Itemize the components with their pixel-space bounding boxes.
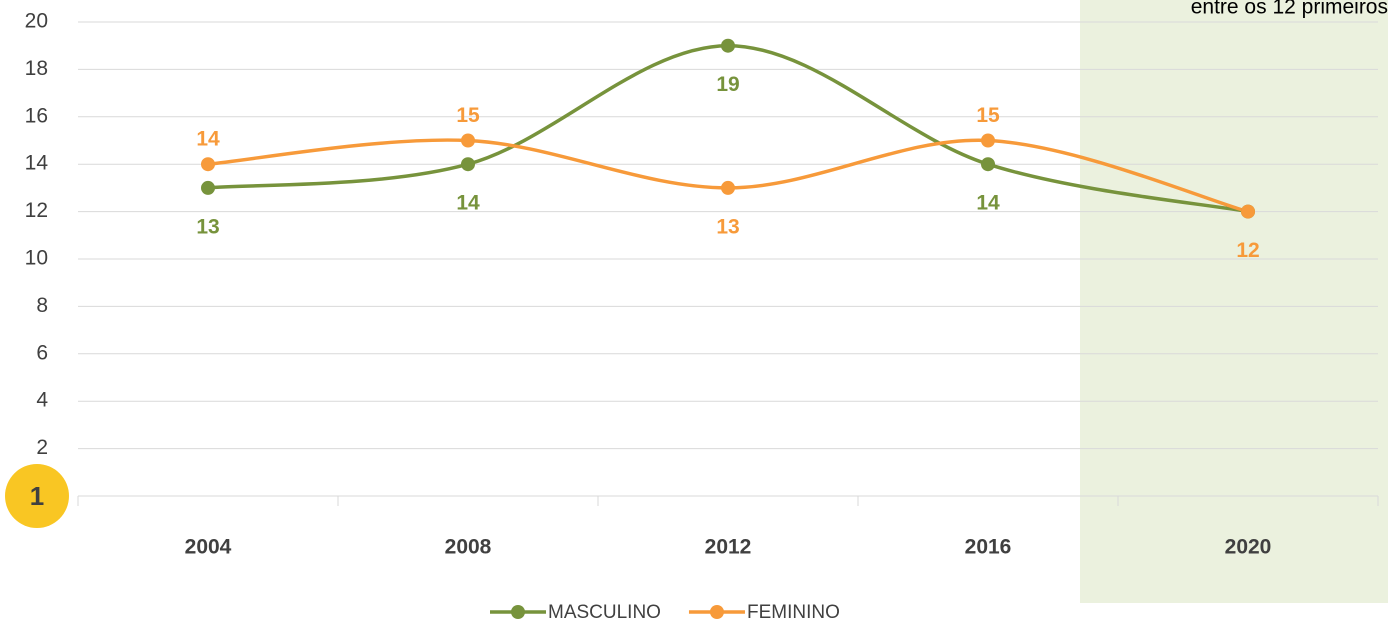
legend-marker — [511, 605, 525, 619]
y-tick-label: 6 — [36, 341, 48, 364]
point — [201, 180, 215, 195]
x-tick-label: 2020 — [1225, 536, 1272, 559]
y-tick-label: 10 — [25, 247, 48, 270]
x-tick-label: 2016 — [965, 536, 1012, 559]
data-label: 13 — [716, 215, 739, 238]
badge-label: 1 — [30, 481, 44, 511]
y-tick-label: 4 — [36, 389, 48, 412]
point — [1241, 204, 1255, 219]
x-tick-label: 2008 — [445, 536, 492, 559]
point — [201, 157, 215, 172]
y-tick-label: 12 — [25, 199, 48, 222]
data-label: 14 — [456, 192, 480, 215]
legend-label: FEMININO — [747, 602, 840, 623]
x-tick-label: 2004 — [185, 536, 232, 559]
y-tick-label: 16 — [25, 104, 48, 127]
data-label: 14 — [976, 192, 1000, 215]
data-label: 12 — [1236, 239, 1259, 262]
data-label: 13 — [196, 215, 219, 238]
point — [721, 38, 735, 53]
y-tick-label: 8 — [36, 294, 48, 317]
annotation: entre os 12 primeiros — [1191, 0, 1388, 19]
data-label: 15 — [976, 104, 1000, 127]
legend-marker — [709, 605, 724, 619]
y-tick-label: 14 — [25, 152, 49, 175]
highlight-band — [1080, 0, 1388, 603]
y-tick-label: 2 — [36, 436, 48, 459]
point — [981, 133, 995, 148]
point — [461, 133, 475, 148]
data-label: 19 — [716, 73, 739, 96]
y-tick-label: 18 — [25, 57, 48, 80]
y-tick-label: 20 — [25, 10, 48, 33]
point — [461, 157, 475, 172]
legend-label: MASCULINO — [548, 602, 661, 623]
point — [981, 157, 995, 172]
badge — [5, 464, 69, 528]
data-label: 15 — [456, 104, 480, 127]
data-label: 14 — [196, 128, 220, 151]
x-tick-label: 2012 — [705, 536, 752, 559]
point — [721, 180, 735, 195]
